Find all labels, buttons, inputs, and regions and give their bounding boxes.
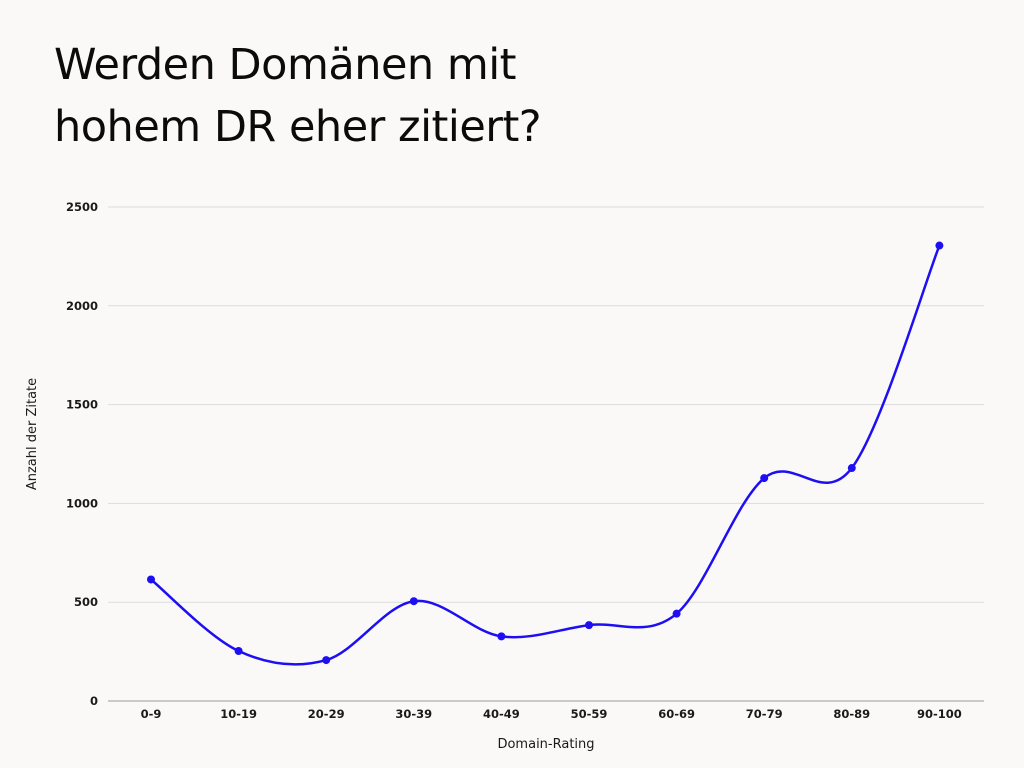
x-tick-label: 70-79 [746, 707, 783, 721]
data-point [760, 474, 769, 483]
data-point [672, 609, 681, 618]
y-tick-label: 0 [90, 694, 98, 708]
y-tick-label: 2500 [66, 200, 98, 214]
y-axis-title: Anzahl der Zitate [25, 378, 40, 490]
y-tick-label: 1000 [66, 496, 98, 510]
series-line [150, 245, 941, 666]
data-point [497, 632, 506, 641]
data-point [585, 621, 593, 630]
x-axis-title: Domain-Rating [497, 737, 594, 752]
x-tick-labels: 0-9 10-19 20-29 30-39 40-49 50-59 60-69 70-79 80… [141, 707, 962, 721]
y-tick-label: 500 [74, 595, 98, 609]
data-point [234, 647, 243, 656]
x-tick-label: 60-69 [658, 707, 695, 721]
x-tick-label: 10-19 [220, 707, 257, 721]
data-point [147, 575, 155, 584]
data-point [322, 656, 331, 665]
chart-title-line-1: Werden Domänen mit [54, 40, 517, 90]
chart-title: Werden Domänen mit hohem DR eher zitiert… [54, 34, 542, 158]
y-tick-label: 1500 [66, 398, 98, 412]
chart-title-line-2: hohem DR eher zitiert? [54, 102, 542, 152]
y-tick-label: 2000 [66, 299, 98, 313]
data-point [935, 241, 944, 250]
x-tick-label: 30-39 [395, 707, 432, 721]
data-point [847, 464, 856, 473]
x-tick-label: 80-89 [833, 707, 870, 721]
x-tick-label: 50-59 [571, 707, 608, 721]
x-tick-label: 90-100 [917, 707, 962, 721]
x-tick-label: 20-29 [308, 707, 345, 721]
data-points [147, 241, 944, 665]
x-tick-label: 0-9 [141, 707, 162, 721]
y-tick-labels: 0 500 1000 1500 2000 2500 [66, 200, 98, 708]
data-point [409, 597, 418, 606]
gridlines [108, 206, 984, 603]
x-tick-label: 40-49 [483, 707, 520, 721]
